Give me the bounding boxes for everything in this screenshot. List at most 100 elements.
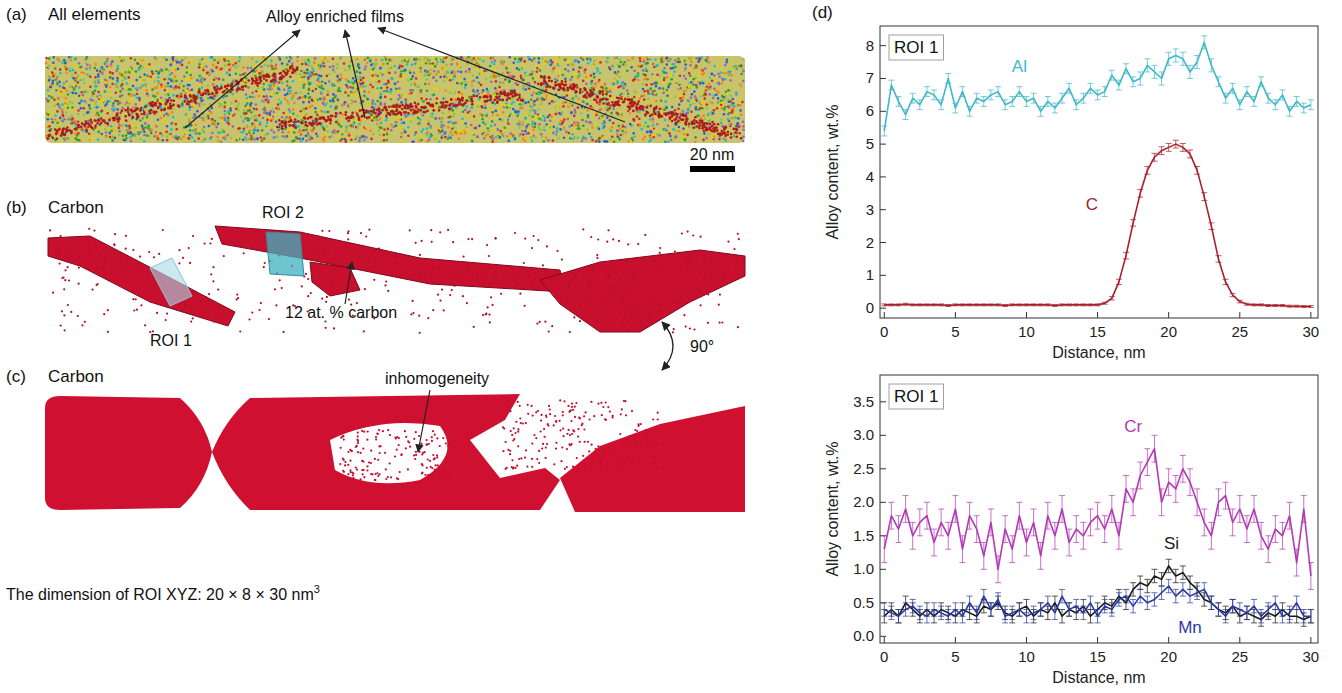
atom bbox=[540, 119, 543, 122]
atom bbox=[598, 117, 601, 120]
atom bbox=[286, 113, 289, 116]
atom bbox=[349, 81, 352, 84]
atom bbox=[711, 73, 714, 76]
atom bbox=[716, 107, 719, 110]
atom bbox=[101, 72, 104, 75]
atom bbox=[75, 92, 78, 95]
atom bbox=[89, 76, 92, 79]
atom bbox=[213, 59, 216, 62]
atom bbox=[336, 67, 339, 70]
atom bbox=[533, 57, 536, 60]
atom bbox=[649, 87, 652, 90]
atom bbox=[479, 58, 482, 61]
atom bbox=[532, 91, 535, 94]
atom bbox=[51, 118, 54, 121]
atom bbox=[652, 63, 655, 66]
atom bbox=[196, 79, 199, 82]
atom bbox=[582, 80, 585, 83]
atom bbox=[132, 85, 135, 88]
atom bbox=[509, 71, 512, 74]
atom bbox=[366, 62, 369, 65]
atom bbox=[581, 139, 584, 142]
atom bbox=[222, 79, 225, 82]
atom bbox=[611, 126, 614, 129]
atom bbox=[283, 88, 286, 91]
atom bbox=[738, 65, 741, 68]
atom bbox=[463, 78, 466, 81]
atom bbox=[384, 56, 387, 59]
atom bbox=[476, 101, 479, 104]
atom bbox=[652, 118, 655, 121]
atom bbox=[59, 85, 62, 88]
atom bbox=[624, 131, 627, 134]
atom bbox=[434, 117, 437, 120]
atom bbox=[97, 91, 100, 94]
atom bbox=[740, 73, 743, 76]
atom bbox=[102, 126, 105, 129]
atom bbox=[115, 70, 118, 73]
atom bbox=[723, 98, 726, 101]
atom bbox=[379, 117, 382, 120]
atom bbox=[121, 83, 124, 86]
atom bbox=[714, 65, 717, 68]
atom bbox=[351, 94, 354, 97]
atom bbox=[527, 101, 530, 104]
atom bbox=[398, 94, 401, 97]
atom bbox=[742, 135, 745, 138]
atom bbox=[293, 131, 296, 134]
atom bbox=[157, 137, 160, 140]
atom bbox=[143, 134, 146, 137]
atom bbox=[264, 64, 267, 67]
atom bbox=[302, 138, 305, 141]
atom bbox=[467, 58, 470, 61]
atom bbox=[464, 132, 467, 135]
atom bbox=[114, 100, 117, 103]
atom bbox=[645, 62, 648, 65]
atom bbox=[428, 83, 431, 86]
atom bbox=[571, 124, 574, 127]
atom bbox=[541, 135, 544, 138]
atom bbox=[633, 96, 636, 99]
atom bbox=[128, 71, 131, 74]
atom bbox=[229, 109, 232, 112]
atom bbox=[613, 79, 616, 82]
atom bbox=[578, 66, 581, 69]
atom bbox=[307, 132, 310, 135]
atom bbox=[626, 70, 629, 73]
atom bbox=[265, 95, 268, 98]
atom bbox=[531, 139, 534, 142]
atom bbox=[65, 111, 68, 114]
atom bbox=[110, 65, 113, 68]
atom bbox=[496, 114, 499, 117]
atom bbox=[674, 59, 677, 62]
atom bbox=[595, 140, 598, 143]
atom bbox=[534, 110, 537, 113]
atom bbox=[340, 125, 343, 128]
atom bbox=[322, 88, 325, 91]
atom bbox=[228, 74, 231, 77]
atom bbox=[75, 57, 78, 60]
atom bbox=[177, 68, 180, 71]
atom bbox=[260, 66, 263, 69]
atom bbox=[251, 96, 254, 99]
atom bbox=[147, 94, 150, 97]
atom bbox=[538, 123, 541, 126]
atom bbox=[48, 64, 51, 67]
atom bbox=[197, 129, 200, 132]
atom bbox=[68, 101, 71, 104]
atom bbox=[164, 89, 167, 92]
atom bbox=[502, 135, 505, 138]
atom bbox=[116, 86, 119, 89]
atom bbox=[703, 132, 706, 135]
atom bbox=[49, 120, 52, 123]
atom bbox=[532, 77, 535, 80]
atom bbox=[647, 125, 650, 128]
atom bbox=[590, 82, 593, 85]
atom bbox=[532, 135, 535, 138]
atom bbox=[565, 131, 568, 134]
atom bbox=[149, 76, 152, 79]
atom bbox=[580, 112, 583, 115]
atom bbox=[407, 126, 410, 129]
atom bbox=[709, 88, 712, 91]
atom bbox=[554, 101, 557, 104]
